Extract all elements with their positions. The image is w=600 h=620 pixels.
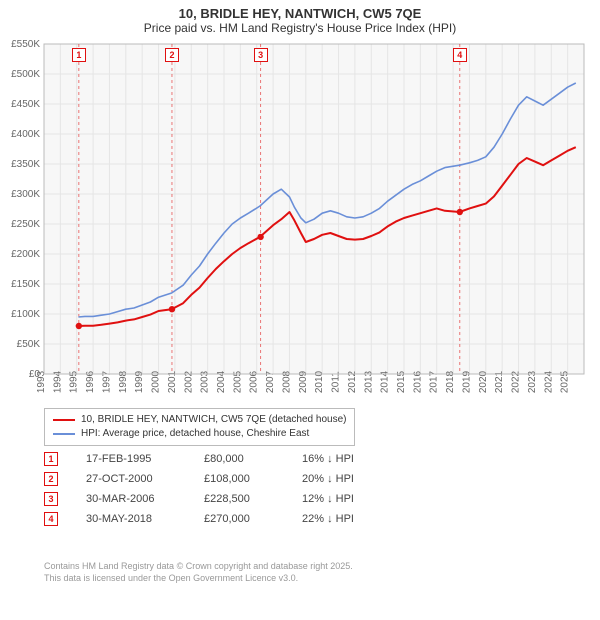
- sales-row-delta: 22% ↓ HPI: [302, 513, 382, 525]
- sales-row-2: 2 27-OCT-2000 £108,000 20% ↓ HPI: [44, 472, 382, 486]
- sales-row-1: 1 17-FEB-1995 £80,000 16% ↓ HPI: [44, 452, 382, 466]
- sales-row-price: £270,000: [204, 513, 274, 525]
- svg-text:£250K: £250K: [11, 219, 40, 230]
- footnote-text: Contains HM Land Registry data © Crown c…: [44, 560, 353, 584]
- sales-row-date: 30-MAY-2018: [86, 513, 176, 525]
- svg-text:£50K: £50K: [17, 339, 41, 350]
- sales-row-date: 30-MAR-2006: [86, 493, 176, 505]
- sale-marker-1: 1: [72, 48, 86, 62]
- sales-row-4: 4 30-MAY-2018 £270,000 22% ↓ HPI: [44, 512, 382, 526]
- sales-row-marker: 1: [44, 452, 58, 466]
- sales-row-price: £228,500: [204, 493, 274, 505]
- svg-text:£350K: £350K: [11, 159, 40, 170]
- sale-marker-4: 4: [453, 48, 467, 62]
- sales-row-price: £80,000: [204, 453, 274, 465]
- sales-row-delta: 16% ↓ HPI: [302, 453, 382, 465]
- sales-row-marker: 2: [44, 472, 58, 486]
- legend-swatch: [53, 419, 75, 421]
- svg-text:£300K: £300K: [11, 189, 40, 200]
- price-chart: £0£50K£100K£150K£200K£250K£300K£350K£400…: [0, 0, 600, 400]
- legend-label: 10, BRIDLE HEY, NANTWICH, CW5 7QE (detac…: [81, 413, 346, 427]
- legend-swatch: [53, 433, 75, 435]
- sales-row-delta: 20% ↓ HPI: [302, 473, 382, 485]
- legend-row-price_paid: 10, BRIDLE HEY, NANTWICH, CW5 7QE (detac…: [53, 413, 346, 427]
- sales-table: 1 17-FEB-1995 £80,000 16% ↓ HPI 2 27-OCT-2000…: [44, 452, 382, 532]
- sales-row-price: £108,000: [204, 473, 274, 485]
- svg-text:£400K: £400K: [11, 129, 40, 140]
- sales-row-3: 3 30-MAR-2006 £228,500 12% ↓ HPI: [44, 492, 382, 506]
- svg-text:£100K: £100K: [11, 309, 40, 320]
- sales-row-marker: 3: [44, 492, 58, 506]
- footnote-line1: Contains HM Land Registry data © Crown c…: [44, 560, 353, 572]
- svg-text:£450K: £450K: [11, 99, 40, 110]
- sales-row-delta: 12% ↓ HPI: [302, 493, 382, 505]
- svg-text:£500K: £500K: [11, 69, 40, 80]
- footnote-line2: This data is licensed under the Open Gov…: [44, 572, 353, 584]
- svg-text:£550K: £550K: [11, 39, 40, 50]
- sales-row-date: 27-OCT-2000: [86, 473, 176, 485]
- svg-text:£200K: £200K: [11, 249, 40, 260]
- sale-marker-2: 2: [165, 48, 179, 62]
- legend-label: HPI: Average price, detached house, Ches…: [81, 427, 309, 441]
- sales-row-date: 17-FEB-1995: [86, 453, 176, 465]
- sale-marker-3: 3: [254, 48, 268, 62]
- svg-text:£150K: £150K: [11, 279, 40, 290]
- legend-row-hpi: HPI: Average price, detached house, Ches…: [53, 427, 346, 441]
- sales-row-marker: 4: [44, 512, 58, 526]
- chart-legend: 10, BRIDLE HEY, NANTWICH, CW5 7QE (detac…: [44, 408, 355, 446]
